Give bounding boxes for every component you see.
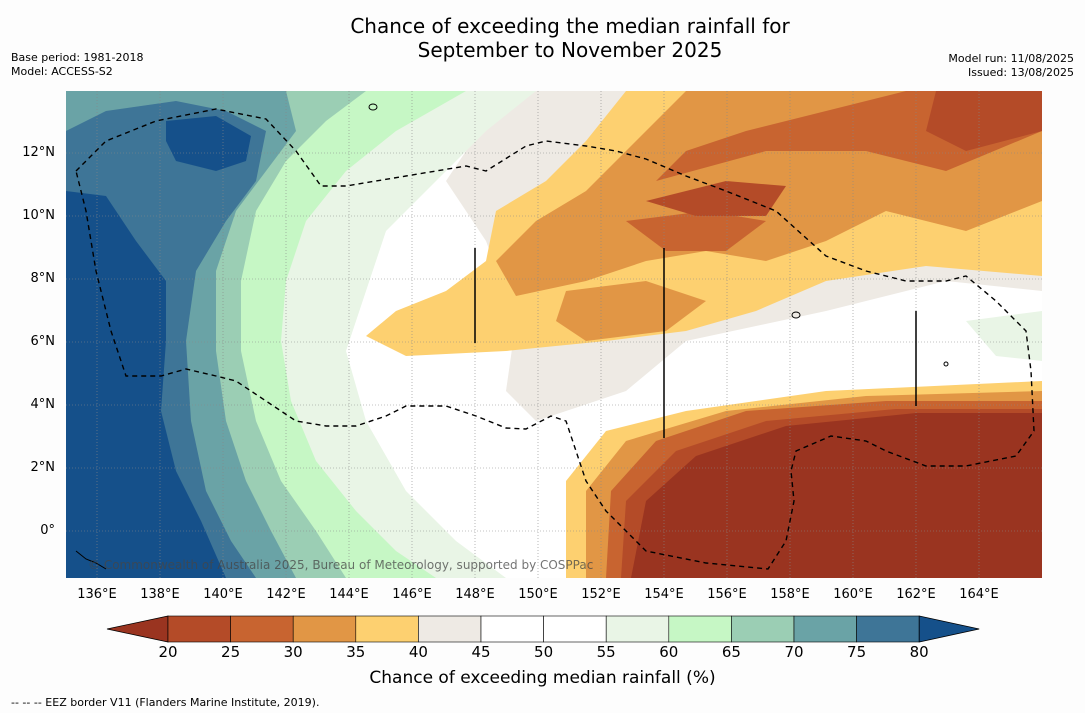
islands [75,103,949,570]
map-title: Chance of exceeding the median rainfall … [270,14,870,62]
colorbar-cell [167,615,231,643]
colorbar-cell [230,615,294,643]
lon-label-144e: 144°E [329,587,369,602]
region-35-mid [556,281,706,341]
base-period: Base period: 1981-2018 [11,51,144,64]
lat-label-12n: 12°N [22,145,55,160]
colorbar-tick-label: 30 [283,643,303,661]
model-name: Model: ACCESS-S2 [11,65,113,78]
colorbar [106,615,980,643]
lat-label-0: 0° [40,523,55,538]
colorbar-cell [418,615,482,643]
lon-label-148e: 148°E [455,587,495,602]
region-80-plus-north [166,116,251,171]
boundary-lines [474,248,917,438]
colorbar-cell [793,615,857,643]
lat-label-2n: 2°N [30,460,56,475]
region-30-west [626,211,766,251]
colorbar-cell [605,615,670,643]
lon-label-152e: 152°E [581,587,621,602]
title-line-2: September to November 2025 [417,38,723,62]
colorbar-tick-label: 80 [909,643,929,661]
lon-label-140e: 140°E [203,587,243,602]
colorbar-tick-label: 70 [784,643,804,661]
region-20 [631,413,1042,578]
lon-label-164e: 164°E [959,587,999,602]
colorbar-cell [355,615,419,643]
lon-label-150e: 150°E [518,587,558,602]
lon-label-138e: 138°E [140,587,180,602]
lon-label-142e: 142°E [266,587,306,602]
colorbar-cell [731,615,795,643]
colorbar-tick-label: 45 [471,643,491,661]
colorbar-cell [668,615,732,643]
graticule [66,91,1042,578]
colorbar-tick-label: 35 [346,643,366,661]
lon-label-160e: 160°E [833,587,873,602]
lon-label-136e: 136°E [77,587,117,602]
colorbar-tick-label: 55 [596,643,616,661]
rainfall-map [66,91,1042,578]
lon-label-156e: 156°E [707,587,747,602]
colorbar-tick-label: 50 [534,643,554,661]
region-80-plus [66,191,226,578]
lat-label-10n: 10°N [22,208,55,223]
lat-label-8n: 8°N [30,271,56,286]
colorbar-tick-label: 40 [408,643,428,661]
colorbar-arrow-high [918,615,980,643]
colorbar-cell [543,615,607,643]
lon-label-162e: 162°E [896,587,936,602]
lon-label-158e: 158°E [770,587,810,602]
lon-label-154e: 154°E [644,587,684,602]
colorbar-title: Chance of exceeding median rainfall (%) [369,668,716,688]
lat-label-4n: 4°N [30,397,56,412]
run-info: Model run: 11/08/2025 Issued: 13/08/2025 [948,52,1074,80]
lat-label-6n: 6°N [30,334,56,349]
region-25-mid [646,181,786,216]
lon-label-146e: 146°E [392,587,432,602]
colorbar-tick-label: 20 [158,643,178,661]
model-info: Base period: 1981-2018 Model: ACCESS-S2 [11,51,143,79]
colorbar-cell [856,615,920,643]
model-run: Model run: 11/08/2025 [948,52,1074,65]
eez-border [75,108,1035,570]
map-canvas [66,91,1042,578]
colorbar-tick-label: 65 [721,643,741,661]
colorbar-arrow-low [106,615,169,643]
region-25 [926,91,1042,151]
colorbar-tick-label: 60 [659,643,679,661]
eez-footnote: -- -- -- EEZ border V11 (Flanders Marine… [11,696,320,709]
colorbar-cell [292,615,357,643]
region-60-east [966,311,1042,361]
colorbar-tick-label: 25 [221,643,241,661]
colorbar-cell [480,615,544,643]
issued-date: Issued: 13/08/2025 [967,66,1074,79]
colorbar-cells [106,615,980,643]
title-line-1: Chance of exceeding the median rainfall … [350,14,790,38]
colorbar-tick-label: 75 [847,643,867,661]
copyright-notice: © Commonwealth of Australia 2025, Bureau… [88,558,594,572]
